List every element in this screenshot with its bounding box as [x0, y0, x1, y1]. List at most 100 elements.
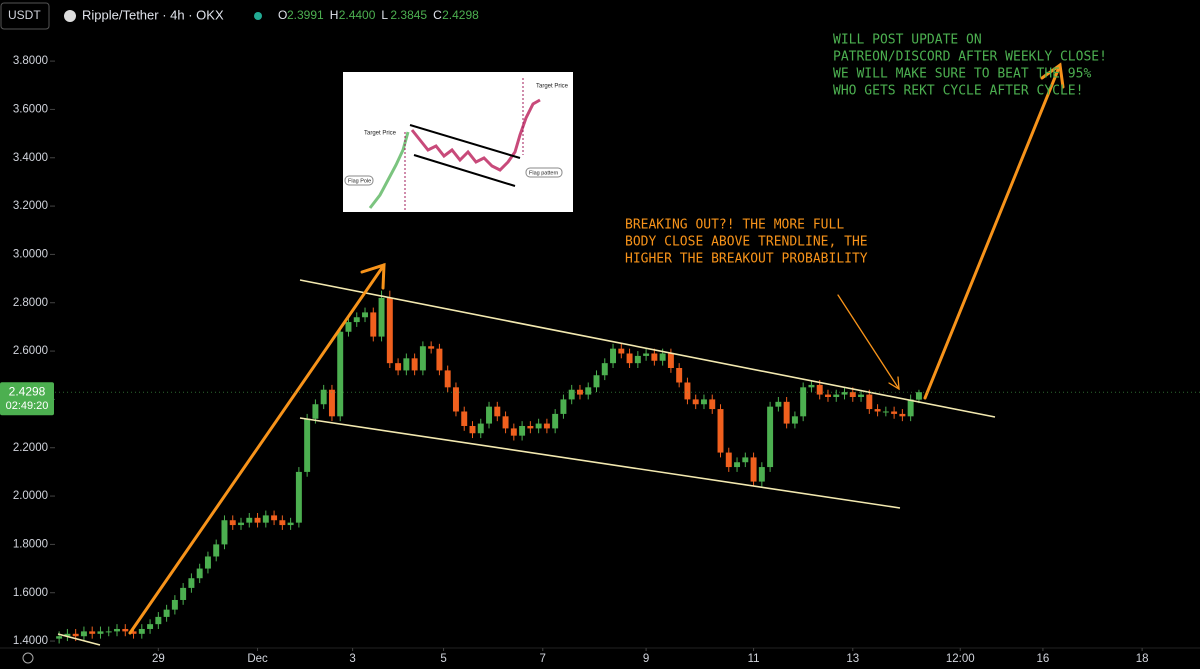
candle-body — [486, 406, 493, 424]
candle-body — [89, 631, 96, 634]
candle-body — [386, 297, 393, 364]
candle-body — [659, 353, 666, 361]
candles — [56, 290, 922, 644]
candle-body — [56, 636, 63, 639]
candle-body — [444, 370, 451, 388]
candle-body — [527, 425, 534, 429]
candle-body — [196, 568, 203, 579]
candle-body — [543, 423, 550, 429]
candle-body — [80, 631, 87, 637]
candle-body — [767, 406, 774, 468]
ohlc: O 2.3991 H 2.4400 L 2.3845 C 2.4298 — [278, 8, 479, 22]
candle-body — [287, 522, 294, 526]
green-note: WHO GETS REKT CYCLE AFTER CYCLE! — [833, 84, 1083, 99]
inset-line — [413, 154, 516, 187]
price-tag-countdown: 02:49:20 — [6, 400, 49, 412]
candle-body — [791, 416, 798, 424]
x-tick-label: 5 — [440, 653, 446, 665]
candle-body — [742, 457, 749, 463]
arrows — [128, 62, 1065, 635]
candle-body — [138, 628, 145, 634]
y-tick-label: 3.8000 — [13, 55, 48, 67]
inset-bg — [343, 72, 573, 212]
candle-body — [204, 556, 211, 569]
x-tick-label: 11 — [748, 653, 760, 665]
candle-body — [568, 389, 575, 400]
candle-body — [849, 392, 856, 397]
candle-body — [734, 462, 741, 468]
candle-body — [229, 520, 236, 526]
candle-body — [750, 457, 757, 482]
candle-body — [667, 353, 674, 368]
candle-body — [436, 348, 443, 371]
candle-body — [419, 346, 426, 371]
candle-body — [866, 394, 873, 410]
candle-body — [502, 416, 509, 429]
candle-body — [725, 452, 732, 468]
inset-tag — [344, 175, 374, 186]
inset-tag — [525, 167, 563, 178]
green-note: WILL POST UPDATE ON — [833, 33, 982, 48]
orange-note: BREAKING OUT?! THE MORE FULL — [625, 218, 844, 233]
y-tick-label: 2.2000 — [13, 442, 48, 454]
x-tick-label: 13 — [846, 653, 859, 665]
ohlc-value: 2.4298 — [442, 8, 479, 22]
arrow — [923, 63, 1062, 400]
candle-body — [899, 413, 906, 417]
candle-body — [97, 631, 104, 634]
candle-body — [800, 387, 807, 417]
candle-body — [717, 409, 724, 453]
candle-body — [833, 394, 840, 397]
ohlc-key: H — [330, 8, 339, 22]
green-note: WE WILL MAKE SURE TO BEAT THE 95% — [833, 67, 1091, 82]
candle-body — [370, 312, 377, 337]
symbol-icon — [64, 10, 76, 22]
quote-box[interactable] — [0, 2, 50, 30]
candle-body — [552, 413, 559, 429]
x-tick-label: Dec — [247, 653, 268, 665]
candle-body — [560, 399, 567, 414]
quote[interactable]: USDT — [8, 8, 41, 22]
arrow — [837, 294, 900, 390]
candle-body — [403, 358, 410, 371]
inset-line — [409, 124, 521, 159]
y-tick-label: 3.4000 — [13, 152, 48, 164]
ohlc-value: 2.3991 — [287, 8, 324, 22]
y-tick-label: 2.8000 — [13, 297, 48, 309]
candle-body — [188, 578, 195, 588]
candle-body — [122, 628, 129, 632]
candle-body — [700, 399, 707, 405]
x-tick-label: 18 — [1136, 653, 1149, 665]
ohlc-value: 2.4400 — [339, 8, 376, 22]
candle-body — [758, 467, 765, 482]
inset-pattern: Target Price Target Price Flag Pole Flag… — [343, 72, 573, 212]
candle-body — [271, 515, 278, 521]
green-note: PATREON/DISCORD AFTER WEEKLY CLOSE! — [833, 50, 1107, 65]
price-tag-value: 2.4298 — [9, 384, 46, 398]
candle-body — [610, 348, 617, 364]
candle-body — [345, 322, 352, 332]
candle-body — [320, 389, 327, 405]
ohlc-key: C — [433, 8, 442, 22]
candle-body — [858, 394, 865, 397]
arrow-head — [1040, 62, 1065, 89]
candle-body — [461, 411, 468, 426]
candle-body — [601, 363, 608, 376]
ohlc-value: 2.3845 — [390, 8, 427, 22]
candle-body — [825, 394, 831, 397]
x-tick-label: 29 — [152, 653, 165, 665]
candle-body — [882, 411, 889, 413]
candle-body — [147, 624, 154, 629]
candle-body — [709, 399, 716, 410]
settings-icon[interactable] — [22, 652, 34, 664]
candle-body — [213, 544, 220, 557]
candle-body — [593, 375, 600, 388]
x-tick-label: 16 — [1037, 653, 1050, 665]
x-tick-label: 7 — [540, 653, 546, 665]
candle-body — [643, 353, 650, 356]
y-tick-label: 3.2000 — [13, 200, 48, 212]
y-tick-label: 1.4000 — [13, 635, 48, 647]
inset-label: Target Price — [536, 84, 569, 90]
candle-body — [105, 631, 112, 633]
